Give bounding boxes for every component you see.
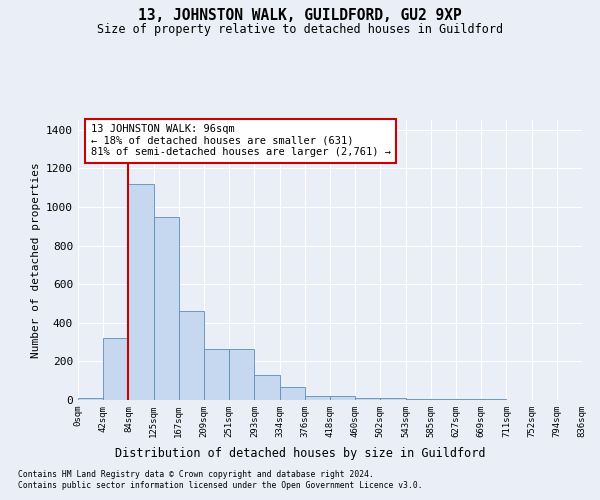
Text: 13, JOHNSTON WALK, GUILDFORD, GU2 9XP: 13, JOHNSTON WALK, GUILDFORD, GU2 9XP	[138, 8, 462, 22]
Bar	[229, 349, 254, 400]
Bar	[280, 388, 305, 400]
Bar	[103, 338, 128, 400]
Bar	[380, 398, 406, 400]
Bar	[431, 399, 456, 400]
Bar	[406, 399, 431, 400]
Text: Contains public sector information licensed under the Open Government Licence v3: Contains public sector information licen…	[18, 481, 422, 490]
Bar	[128, 184, 154, 400]
Y-axis label: Number of detached properties: Number of detached properties	[31, 162, 41, 358]
Bar	[154, 216, 179, 400]
Bar	[179, 311, 204, 400]
Bar	[204, 349, 229, 400]
Text: 13 JOHNSTON WALK: 96sqm
← 18% of detached houses are smaller (631)
81% of semi-d: 13 JOHNSTON WALK: 96sqm ← 18% of detache…	[91, 124, 391, 158]
Text: Size of property relative to detached houses in Guildford: Size of property relative to detached ho…	[97, 22, 503, 36]
Bar	[305, 396, 330, 400]
Bar	[330, 396, 355, 400]
Text: Distribution of detached houses by size in Guildford: Distribution of detached houses by size …	[115, 448, 485, 460]
Text: Contains HM Land Registry data © Crown copyright and database right 2024.: Contains HM Land Registry data © Crown c…	[18, 470, 374, 479]
Bar	[355, 398, 380, 400]
Bar	[254, 375, 280, 400]
Bar	[78, 398, 103, 400]
